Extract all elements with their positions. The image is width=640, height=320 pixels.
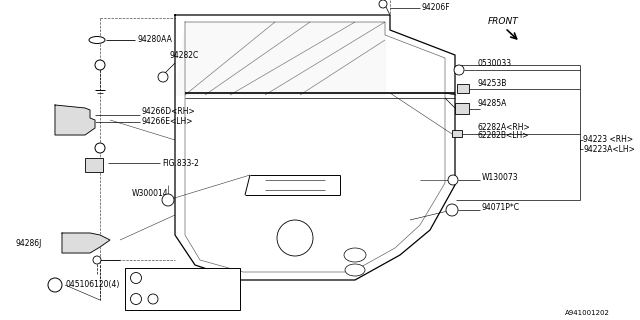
Text: 94206F: 94206F	[422, 4, 451, 12]
Circle shape	[131, 293, 141, 305]
Text: 62282B<LH>: 62282B<LH>	[478, 132, 529, 140]
Text: 94266E<LH>: 94266E<LH>	[142, 117, 193, 126]
Text: W130073: W130073	[482, 173, 518, 182]
Text: 2: 2	[98, 146, 102, 150]
Bar	[452, 130, 462, 137]
Polygon shape	[55, 105, 95, 135]
Text: 0530033: 0530033	[478, 59, 512, 68]
Text: 1: 1	[134, 297, 138, 301]
Circle shape	[93, 256, 101, 264]
Text: 045106120(4): 045106120(4)	[65, 281, 120, 290]
Ellipse shape	[89, 36, 105, 44]
Circle shape	[95, 143, 105, 153]
Circle shape	[95, 60, 105, 70]
Text: 1: 1	[98, 62, 102, 68]
Circle shape	[158, 72, 168, 82]
Text: 94071P*C: 94071P*C	[482, 204, 520, 212]
Circle shape	[379, 0, 387, 8]
Bar	[455, 103, 469, 114]
Circle shape	[446, 204, 458, 216]
Text: W300014: W300014	[132, 189, 168, 198]
Circle shape	[162, 194, 174, 206]
Text: 045105120(4): 045105120(4)	[160, 297, 204, 301]
Text: FRONT: FRONT	[488, 18, 519, 27]
Text: FIG.833-2: FIG.833-2	[162, 158, 199, 167]
Text: 62282A<RH>: 62282A<RH>	[478, 124, 531, 132]
Text: 94223 <RH>: 94223 <RH>	[583, 135, 633, 145]
Text: 94286J: 94286J	[15, 238, 42, 247]
Text: 94223A<LH>: 94223A<LH>	[583, 145, 635, 154]
Ellipse shape	[344, 248, 366, 262]
Text: 94266D<RH>: 94266D<RH>	[142, 108, 196, 116]
Text: 94285A: 94285A	[478, 100, 508, 108]
Text: W100022: W100022	[153, 276, 182, 281]
Bar	[125, 268, 240, 310]
Text: S: S	[151, 297, 155, 301]
Text: S: S	[53, 282, 57, 288]
Polygon shape	[175, 22, 385, 95]
Circle shape	[131, 273, 141, 284]
Circle shape	[148, 294, 158, 304]
Text: 2: 2	[134, 276, 138, 281]
Text: 94253B: 94253B	[478, 78, 508, 87]
Text: 94282C: 94282C	[170, 51, 199, 60]
Ellipse shape	[345, 264, 365, 276]
Text: 94280AA: 94280AA	[137, 36, 172, 44]
Text: A941001202: A941001202	[565, 310, 610, 316]
Bar	[85, 158, 103, 172]
Circle shape	[454, 65, 464, 75]
Polygon shape	[62, 233, 110, 253]
Circle shape	[448, 175, 458, 185]
Circle shape	[277, 220, 313, 256]
Circle shape	[48, 278, 62, 292]
Bar	[457, 84, 469, 93]
